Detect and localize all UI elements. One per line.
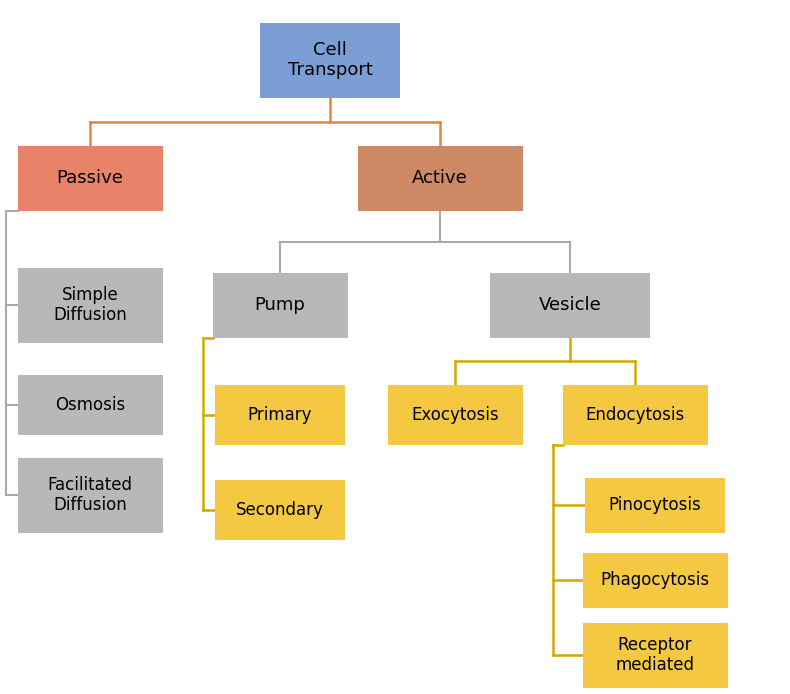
FancyBboxPatch shape — [215, 480, 345, 540]
Text: Simple
Diffusion: Simple Diffusion — [53, 286, 127, 324]
FancyBboxPatch shape — [17, 146, 163, 210]
Text: Secondary: Secondary — [236, 501, 324, 519]
Text: Primary: Primary — [248, 406, 312, 424]
Text: Pump: Pump — [254, 296, 306, 314]
FancyBboxPatch shape — [490, 273, 650, 337]
Text: Osmosis: Osmosis — [55, 396, 125, 414]
Text: Facilitated
Diffusion: Facilitated Diffusion — [47, 475, 133, 514]
FancyBboxPatch shape — [17, 375, 163, 435]
FancyBboxPatch shape — [358, 146, 522, 210]
FancyBboxPatch shape — [562, 385, 708, 445]
FancyBboxPatch shape — [388, 385, 522, 445]
Text: Vesicle: Vesicle — [539, 296, 601, 314]
FancyBboxPatch shape — [585, 477, 725, 532]
FancyBboxPatch shape — [213, 273, 348, 337]
FancyBboxPatch shape — [582, 623, 728, 688]
Text: Passive: Passive — [57, 169, 123, 187]
Text: Phagocytosis: Phagocytosis — [600, 571, 709, 589]
FancyBboxPatch shape — [17, 457, 163, 532]
FancyBboxPatch shape — [582, 552, 728, 607]
Text: Exocytosis: Exocytosis — [411, 406, 498, 424]
Text: Receptor
mediated: Receptor mediated — [615, 636, 694, 675]
FancyBboxPatch shape — [260, 22, 400, 97]
FancyBboxPatch shape — [17, 267, 163, 343]
Text: Endocytosis: Endocytosis — [585, 406, 685, 424]
FancyBboxPatch shape — [215, 385, 345, 445]
Text: Active: Active — [412, 169, 468, 187]
Text: Cell
Transport: Cell Transport — [288, 41, 372, 79]
Text: Pinocytosis: Pinocytosis — [608, 496, 702, 514]
